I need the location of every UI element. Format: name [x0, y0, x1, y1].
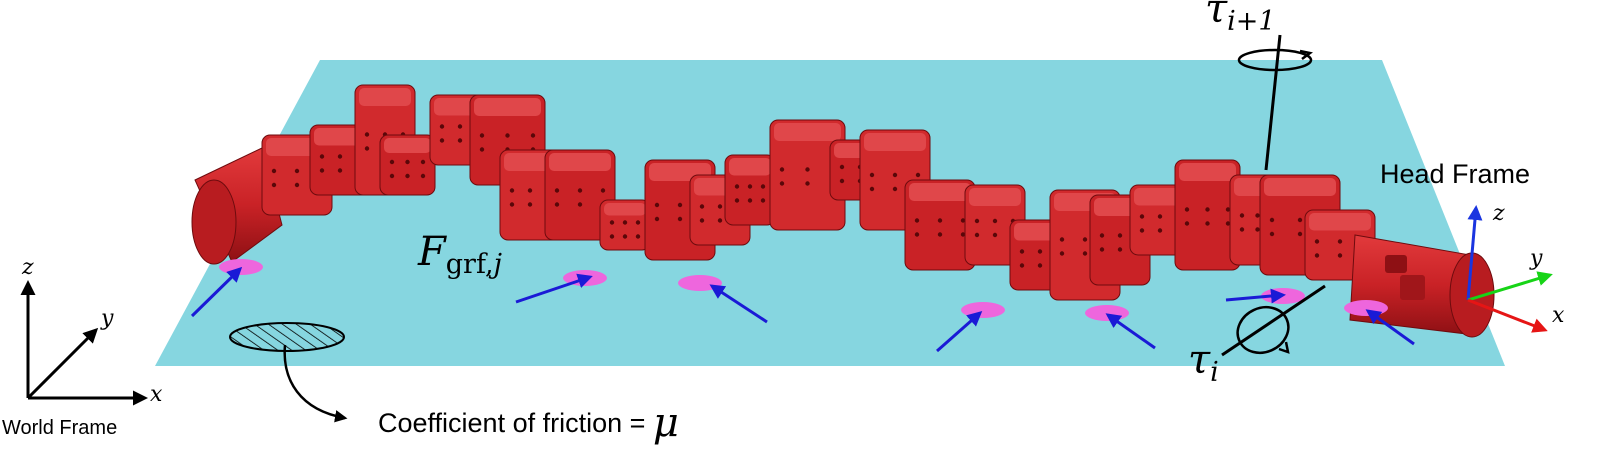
contact-patch [961, 302, 1005, 318]
force-arrow [1365, 309, 1415, 346]
snake-robot [191, 84, 1495, 338]
force-arrow [1225, 288, 1286, 304]
force-arrow [1105, 313, 1156, 350]
head-x-label: x [1552, 303, 1565, 328]
head-y-label: y [1529, 246, 1543, 271]
force-arrow [515, 273, 593, 304]
force-label: Fgrf,j [417, 229, 502, 280]
force-arrow [190, 266, 243, 318]
joint-axis-i-plus-1 [1237, 34, 1313, 171]
contact-patch [219, 259, 263, 275]
head-frame-label: Head Frame [1380, 159, 1530, 189]
joint-axis-i [1221, 284, 1326, 357]
head-z-label: z [1492, 201, 1505, 226]
tau-i-label: τi [1188, 337, 1219, 388]
robot-module [379, 134, 436, 196]
force-arrow [936, 311, 983, 353]
friction-patch [229, 322, 348, 423]
world-frame-axes [20, 280, 148, 406]
world-x-label: x [150, 382, 163, 407]
world-z-label: z [21, 255, 34, 280]
world-y-label: y [100, 306, 114, 331]
force-arrow [709, 284, 768, 324]
tail-module [191, 147, 283, 265]
robot-module [904, 179, 976, 271]
friction-label: Coefficient of friction = μ [378, 400, 679, 446]
robot-module [599, 199, 651, 251]
force-arrows [190, 266, 1415, 353]
robot-module [1174, 159, 1241, 271]
tau-i-plus-1-label: τi+1 [1205, 0, 1276, 37]
contact-patch [1344, 300, 1388, 316]
contact-patch [1085, 305, 1129, 321]
robot-module [724, 154, 776, 226]
world-frame-label: World Frame [2, 417, 117, 439]
head-frame-axes [1466, 205, 1553, 333]
